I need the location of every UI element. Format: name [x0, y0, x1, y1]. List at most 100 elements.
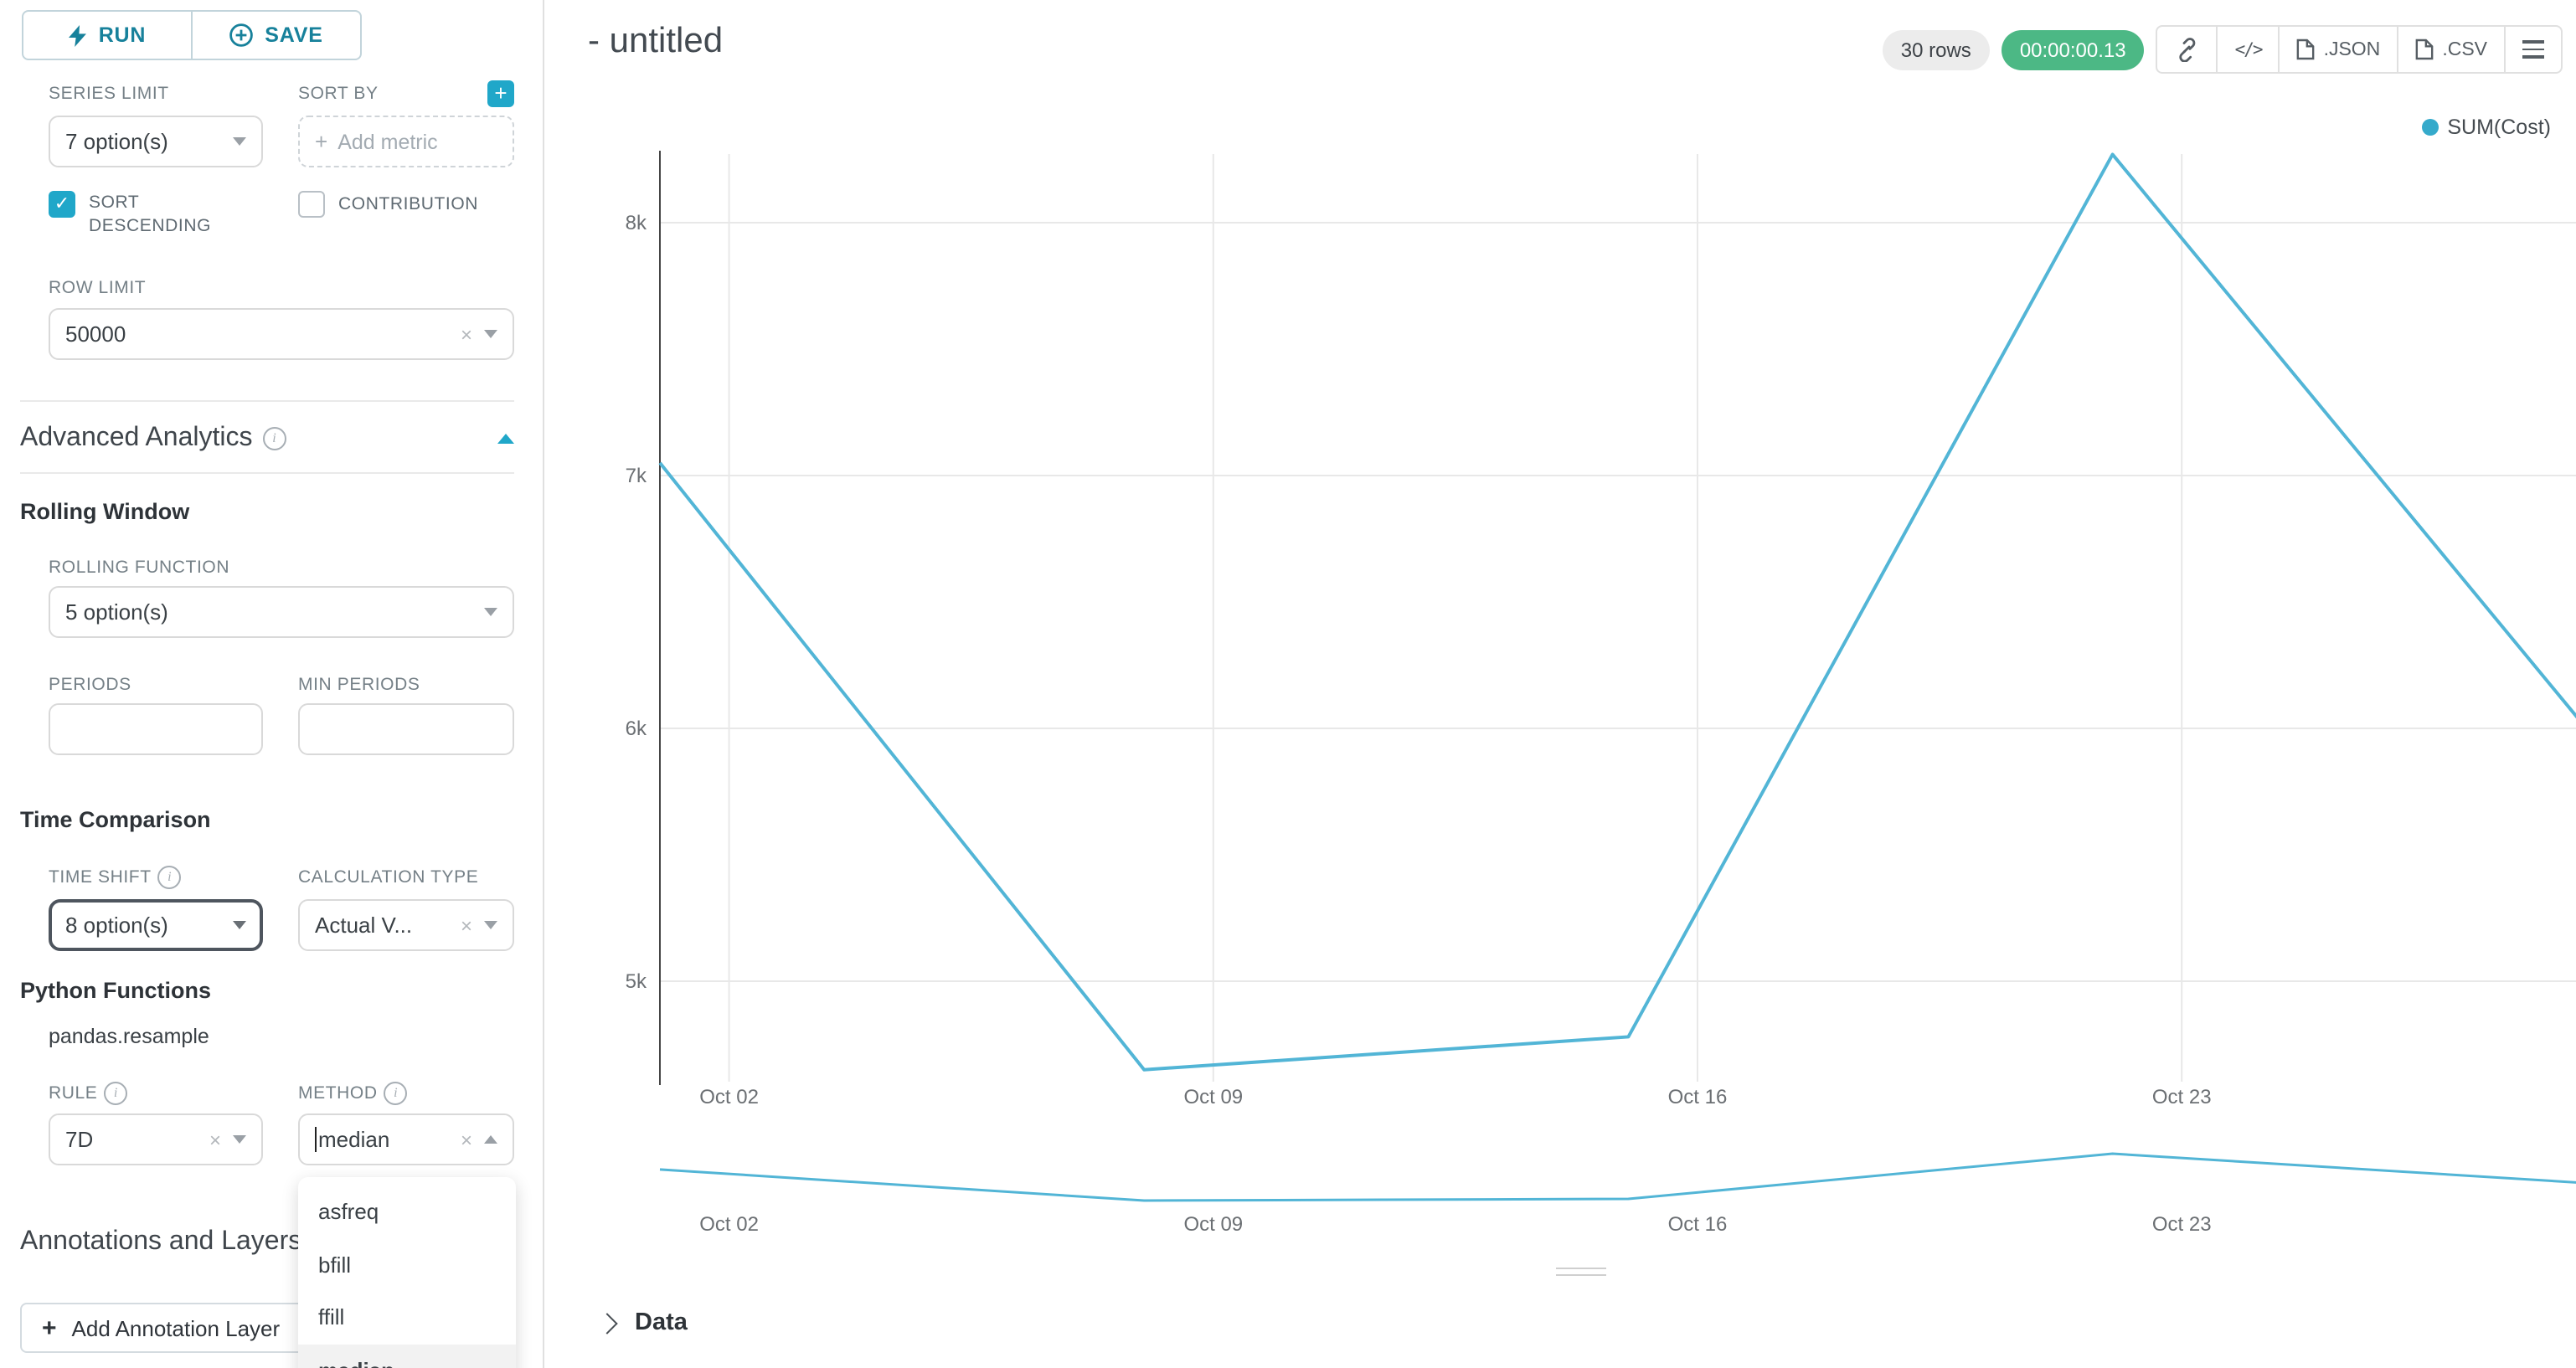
chevron-down-icon — [484, 608, 497, 617]
timer-badge: 00:00:00.13 — [2001, 29, 2145, 69]
legend-item[interactable]: SUM(Cost) — [2422, 116, 2551, 139]
csv-label: .CSV — [2442, 39, 2487, 59]
chevron-up-icon — [484, 1135, 497, 1144]
add-metric-placeholder: Add metric — [337, 130, 438, 153]
legend-label: SUM(Cost) — [2447, 116, 2551, 139]
min-periods-input[interactable] — [298, 703, 514, 756]
sort-by-add-metric[interactable]: + Add metric — [298, 116, 514, 167]
resize-handle[interactable] — [1556, 1268, 1606, 1281]
method-option-ffill[interactable]: ffill — [318, 1304, 345, 1330]
link-icon — [2179, 38, 2196, 62]
pandas-resample-label: pandas.resample — [49, 1025, 209, 1049]
chevron-down-icon — [484, 330, 497, 339]
python-functions-title: Python Functions — [20, 978, 211, 1004]
series-limit-label: SERIES LIMIT — [49, 84, 169, 104]
data-panel-toggle[interactable]: Data — [596, 1309, 688, 1336]
chevron-down-icon — [233, 921, 246, 930]
rolling-function-value: 5 option(s) — [65, 599, 168, 625]
periods-label: PERIODS — [49, 675, 131, 696]
method-option-median[interactable]: median — [298, 1344, 516, 1368]
clear-icon[interactable]: × — [460, 322, 472, 347]
download-json-button[interactable]: .JSON — [2278, 25, 2399, 74]
svg-text:Oct 16: Oct 16 — [1668, 1213, 1728, 1236]
series-limit-value: 7 option(s) — [65, 129, 168, 154]
sort-by-label: SORT BY — [298, 84, 379, 104]
code-icon: </> — [2234, 39, 2264, 59]
calculation-type-label: CALCULATION TYPE — [298, 867, 479, 888]
svg-text:Oct 23: Oct 23 — [2152, 1086, 2212, 1108]
plus-icon: + — [42, 1314, 57, 1343]
time-shift-label: TIME SHIFT — [49, 867, 152, 888]
panel-divider[interactable] — [543, 0, 544, 1368]
time-shift-value: 8 option(s) — [65, 913, 168, 939]
chevron-down-icon — [233, 1135, 246, 1144]
svg-text:Oct 23: Oct 23 — [2152, 1213, 2212, 1236]
share-link-button[interactable] — [2156, 25, 2218, 74]
section-divider — [20, 472, 514, 475]
section-divider — [20, 400, 514, 403]
run-save-button-group: RUN SAVE — [22, 10, 362, 60]
chevron-up-icon[interactable] — [497, 434, 514, 445]
sort-descending-checkbox[interactable]: ✓ — [49, 191, 75, 218]
more-menu-button[interactable] — [2504, 25, 2563, 74]
export-button-group: </> .JSON .CSV — [2156, 25, 2563, 74]
row-limit-label: ROW LIMIT — [49, 278, 147, 299]
method-combobox[interactable]: median × — [298, 1113, 514, 1166]
calculation-type-select[interactable]: Actual V... × — [298, 899, 514, 952]
menu-icon — [2522, 40, 2544, 59]
chevron-down-icon — [233, 137, 246, 146]
svg-text:Oct 02: Oct 02 — [699, 1086, 759, 1108]
advanced-analytics-header[interactable]: Advanced Analytics i — [20, 418, 514, 461]
info-icon: i — [384, 1082, 408, 1106]
save-button-label: SAVE — [265, 23, 323, 47]
run-button-label: RUN — [98, 23, 147, 47]
svg-text:7k: 7k — [626, 465, 647, 487]
download-csv-button[interactable]: .CSV — [2397, 25, 2506, 74]
clear-icon[interactable]: × — [460, 1128, 472, 1152]
sort-descending-label: SORT DESCENDING — [89, 193, 212, 237]
chart-area: - untitled 30 rows 00:00:00.13 </> .JSON… — [544, 0, 2576, 1368]
chevron-right-icon — [596, 1313, 618, 1335]
method-option-asfreq[interactable]: asfreq — [318, 1199, 379, 1225]
clear-icon[interactable]: × — [209, 1128, 221, 1152]
method-dropdown-menu: asfreq bfill ffill median — [298, 1177, 516, 1368]
svg-text:Oct 09: Oct 09 — [1183, 1086, 1243, 1108]
svg-text:Oct 02: Oct 02 — [699, 1213, 759, 1236]
file-icon — [2297, 39, 2315, 60]
svg-text:Oct 16: Oct 16 — [1668, 1086, 1728, 1108]
add-annotation-label: Add Annotation Layer — [71, 1315, 281, 1341]
plus-circle-icon — [229, 23, 254, 47]
method-value: median — [318, 1127, 390, 1153]
rolling-function-label: ROLLING FUNCTION — [49, 558, 230, 579]
json-label: .JSON — [2323, 39, 2381, 59]
file-icon — [2415, 39, 2434, 60]
legend-dot-icon — [2422, 119, 2439, 136]
rule-select[interactable]: 7D × — [49, 1113, 263, 1166]
method-option-bfill[interactable]: bfill — [318, 1252, 352, 1278]
svg-text:6k: 6k — [626, 717, 647, 740]
rolling-function-select[interactable]: 5 option(s) — [49, 586, 514, 639]
svg-text:Oct 09: Oct 09 — [1183, 1213, 1243, 1236]
run-button[interactable]: RUN — [23, 12, 193, 59]
control-panel: RUN SAVE SERIES LIMIT SORT BY + 7 option… — [0, 0, 543, 1368]
rolling-window-title: Rolling Window — [20, 499, 190, 525]
advanced-analytics-title: Advanced Analytics — [20, 424, 253, 453]
periods-input[interactable] — [49, 703, 263, 756]
clear-icon[interactable]: × — [460, 913, 472, 938]
row-count-badge: 30 rows — [1882, 29, 1990, 69]
row-limit-select[interactable]: 50000 × — [49, 308, 514, 361]
embed-code-button[interactable]: </> — [2216, 25, 2280, 74]
row-limit-value: 50000 — [65, 321, 126, 347]
time-shift-select[interactable]: 8 option(s) — [49, 899, 263, 952]
min-periods-label: MIN PERIODS — [298, 675, 420, 696]
text-cursor — [315, 1127, 317, 1153]
rule-label: RULE — [49, 1083, 98, 1104]
save-button[interactable]: SAVE — [193, 12, 360, 59]
info-icon: i — [157, 866, 182, 890]
info-icon: i — [104, 1082, 128, 1106]
contribution-checkbox[interactable] — [298, 191, 325, 218]
series-limit-select[interactable]: 7 option(s) — [49, 116, 263, 167]
add-metric-plus-icon[interactable]: + — [487, 80, 514, 107]
line-chart[interactable]: 5k 6k 7k 8k Oct 02 Oct 02 Oct 09 Oct 09 Oct 16 Oc… — [544, 0, 2576, 1247]
